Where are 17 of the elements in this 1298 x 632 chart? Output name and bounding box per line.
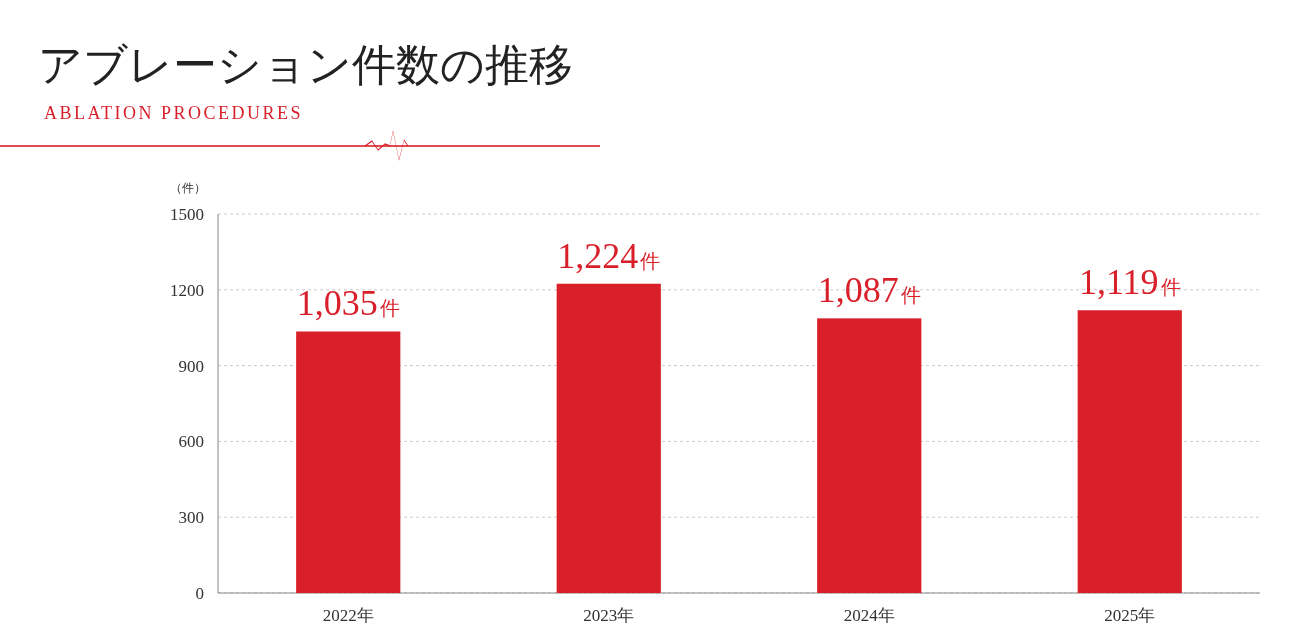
- y-tick-label: 1500: [170, 205, 204, 224]
- title: アブレーション件数の推移: [38, 41, 573, 90]
- x-tick-label: 2025年: [1104, 606, 1156, 625]
- y-tick-label: 600: [178, 432, 204, 452]
- x-tick-label: 2022年: [322, 606, 374, 625]
- y-axis-title: （件）: [170, 181, 206, 195]
- y-tick-label: 0: [195, 584, 204, 603]
- y-tick-label: 900: [178, 356, 204, 376]
- data-label: 1,087件: [817, 270, 921, 311]
- x-tick-label: 2024年: [843, 606, 895, 625]
- x-tick-label: 2023年: [583, 606, 635, 625]
- y-tick-label: 1200: [170, 280, 204, 300]
- subtitle: ABLATION PROCEDURES: [44, 103, 304, 123]
- data-label: 1,119件: [1078, 262, 1181, 303]
- data-label: 1,035件: [296, 283, 400, 324]
- data-label: 1,224件: [557, 235, 661, 276]
- y-tick-label: 300: [178, 508, 204, 528]
